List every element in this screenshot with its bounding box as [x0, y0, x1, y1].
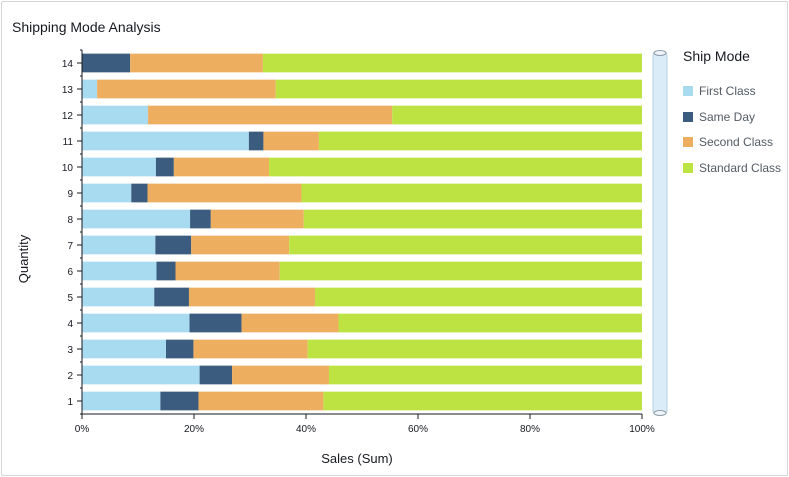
bar-segment[interactable] — [154, 287, 189, 307]
bar-segment[interactable] — [263, 131, 319, 151]
y-tick-label: 9 — [67, 189, 73, 200]
bar-segment[interactable] — [166, 339, 194, 359]
y-tick-label: 12 — [62, 111, 74, 122]
bar-segment[interactable] — [131, 183, 148, 203]
y-tick-label: 8 — [67, 215, 73, 226]
legend-scrollbar[interactable] — [652, 50, 668, 416]
y-axis-label: Quantity — [16, 234, 31, 283]
bar-segment[interactable] — [188, 287, 315, 307]
bar-segment[interactable] — [82, 261, 157, 281]
x-tick-label: 40% — [296, 424, 316, 435]
bar-segment[interactable] — [82, 365, 200, 385]
y-tick-label: 13 — [62, 85, 74, 96]
bar-segment[interactable] — [97, 79, 276, 99]
legend-item[interactable]: First Class — [683, 84, 756, 98]
bar-segment[interactable] — [147, 183, 302, 203]
bar-segment[interactable] — [301, 183, 642, 203]
bar-segment[interactable] — [328, 365, 642, 385]
bar-segment[interactable] — [160, 391, 199, 411]
bar-segment[interactable] — [289, 235, 642, 255]
bar-segment[interactable] — [173, 157, 270, 177]
bar-segment[interactable] — [148, 105, 393, 125]
bar-segment[interactable] — [210, 209, 304, 229]
legend-label: Same Day — [699, 109, 756, 124]
bar-segment[interactable] — [323, 391, 642, 411]
bar-segment[interactable] — [130, 53, 263, 73]
x-axis-label: Sales (Sum) — [321, 451, 393, 466]
legend-label: Standard Class — [699, 160, 782, 175]
bar-segment[interactable] — [241, 313, 339, 333]
y-tick-label: 10 — [62, 163, 74, 174]
bar-segment[interactable] — [248, 131, 264, 151]
bar-segment[interactable] — [175, 261, 280, 281]
bar-segment[interactable] — [189, 313, 242, 333]
legend-swatch — [683, 137, 693, 147]
bar-segment[interactable] — [155, 157, 174, 177]
bar-segment[interactable] — [392, 105, 642, 125]
bar-segment[interactable] — [82, 105, 149, 125]
legend-label: First Class — [699, 84, 756, 98]
bar-segment[interactable] — [303, 209, 642, 229]
bar-segment[interactable] — [82, 287, 155, 307]
y-tick-label: 1 — [67, 397, 73, 408]
x-tick-label: 0% — [75, 424, 90, 435]
bar-segment[interactable] — [82, 339, 166, 359]
legend-title: Ship Mode — [683, 48, 750, 64]
y-tick-label: 3 — [67, 345, 73, 356]
bar-segment[interactable] — [82, 183, 132, 203]
x-axis: 0% 20% 40% 60% 80% 100% — [75, 413, 655, 435]
bar-segment[interactable] — [275, 79, 642, 99]
bar-segment[interactable] — [190, 209, 211, 229]
legend-swatch — [683, 111, 693, 122]
legend-item[interactable]: Same Day — [683, 110, 755, 124]
scrollbar-bottom-handle — [653, 410, 667, 416]
bar-segment[interactable] — [193, 339, 308, 359]
bar-segment[interactable] — [155, 235, 192, 255]
bar-segment[interactable] — [82, 235, 156, 255]
scrollbar-top-handle — [653, 50, 667, 56]
bar-segment[interactable] — [269, 157, 642, 177]
y-tick-label: 11 — [63, 137, 74, 148]
bar-segment[interactable] — [338, 313, 642, 333]
y-tick-label: 2 — [67, 371, 73, 382]
y-tick-label: 7 — [67, 241, 73, 252]
legend-swatch — [683, 162, 693, 173]
y-tick-label: 5 — [67, 293, 73, 304]
bar-segment[interactable] — [318, 131, 642, 151]
bar-segment[interactable] — [82, 79, 98, 99]
bar-segment[interactable] — [198, 391, 324, 411]
bar-segment[interactable] — [82, 209, 191, 229]
bar-segment[interactable] — [82, 157, 156, 177]
legend-label: Second Class — [699, 135, 774, 149]
y-tick-label: 4 — [67, 319, 73, 330]
bar-segment[interactable] — [156, 261, 176, 281]
x-tick-label: 60% — [408, 424, 428, 435]
chart-title: Shipping Mode Analysis — [12, 19, 161, 35]
bar-segment[interactable] — [191, 235, 290, 255]
bar-segment[interactable] — [279, 261, 642, 281]
x-tick-label: 100% — [629, 424, 655, 435]
bar-segment[interactable] — [307, 339, 642, 359]
bar-segment[interactable] — [232, 365, 329, 385]
bar-segment[interactable] — [262, 53, 642, 73]
legend-swatch — [683, 86, 693, 96]
bar-segment[interactable] — [82, 313, 190, 333]
legend-item[interactable]: Second Class — [683, 135, 773, 149]
bar-segment[interactable] — [314, 287, 642, 307]
legend-item[interactable]: Standard Class — [683, 161, 781, 175]
x-tick-label: 20% — [184, 424, 204, 435]
y-tick-label: 6 — [67, 267, 73, 278]
bar-group — [82, 53, 642, 411]
x-tick-label: 80% — [520, 424, 540, 435]
bar-segment[interactable] — [82, 131, 249, 151]
bar-segment[interactable] — [82, 391, 161, 411]
bar-segment[interactable] — [82, 53, 131, 73]
y-tick-label: 14 — [62, 59, 74, 70]
bar-segment[interactable] — [199, 365, 233, 385]
